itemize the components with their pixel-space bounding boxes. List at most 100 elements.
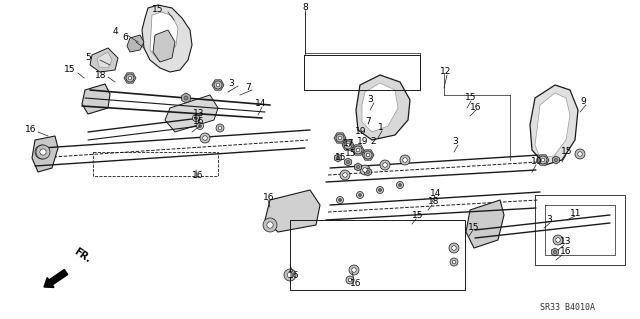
Circle shape <box>343 173 348 177</box>
Circle shape <box>39 149 45 155</box>
Text: 15: 15 <box>465 93 477 102</box>
Circle shape <box>356 165 360 169</box>
Text: 19: 19 <box>357 137 369 145</box>
Text: 16: 16 <box>193 117 205 127</box>
Circle shape <box>554 250 557 254</box>
Polygon shape <box>182 93 190 103</box>
Text: 14: 14 <box>430 189 442 197</box>
Circle shape <box>554 159 557 162</box>
Text: 1: 1 <box>378 123 384 132</box>
Circle shape <box>338 136 342 140</box>
Text: 3: 3 <box>367 95 372 105</box>
Circle shape <box>337 197 344 204</box>
Circle shape <box>380 160 390 170</box>
Polygon shape <box>344 158 351 166</box>
Polygon shape <box>142 5 192 72</box>
Circle shape <box>287 272 292 278</box>
Text: 5: 5 <box>85 53 91 62</box>
Polygon shape <box>334 133 346 143</box>
Polygon shape <box>265 190 320 232</box>
Text: FR.: FR. <box>72 247 93 265</box>
Circle shape <box>352 268 356 272</box>
Text: 10: 10 <box>531 158 543 167</box>
Text: 15: 15 <box>345 149 356 158</box>
Text: 8: 8 <box>302 4 308 12</box>
Circle shape <box>575 149 585 159</box>
Polygon shape <box>466 200 504 248</box>
Circle shape <box>452 260 456 264</box>
Circle shape <box>397 182 403 189</box>
Circle shape <box>358 194 362 197</box>
Circle shape <box>35 145 49 159</box>
Polygon shape <box>32 136 58 172</box>
Circle shape <box>216 124 224 132</box>
Polygon shape <box>342 140 354 150</box>
FancyArrow shape <box>44 270 68 287</box>
Text: 16: 16 <box>25 125 36 135</box>
Circle shape <box>366 170 370 174</box>
Polygon shape <box>82 84 110 114</box>
Text: 14: 14 <box>255 99 266 108</box>
Circle shape <box>36 145 50 159</box>
Circle shape <box>203 136 207 140</box>
Circle shape <box>360 165 370 175</box>
Text: 9: 9 <box>580 98 586 107</box>
Text: 3: 3 <box>228 78 234 87</box>
Polygon shape <box>362 150 374 160</box>
Text: 2: 2 <box>370 137 376 145</box>
Polygon shape <box>153 30 175 62</box>
Circle shape <box>216 83 220 87</box>
Polygon shape <box>165 95 218 132</box>
Circle shape <box>267 222 273 228</box>
Text: 16: 16 <box>192 170 204 180</box>
Text: 16: 16 <box>288 271 300 279</box>
Polygon shape <box>352 145 364 155</box>
Text: 15: 15 <box>335 153 346 162</box>
Circle shape <box>399 183 401 187</box>
Circle shape <box>344 141 352 149</box>
Text: 7: 7 <box>365 117 371 127</box>
Circle shape <box>378 189 381 191</box>
Text: 12: 12 <box>440 68 451 77</box>
Text: 15: 15 <box>412 211 424 220</box>
Circle shape <box>200 133 210 143</box>
Circle shape <box>184 96 188 100</box>
Text: 16: 16 <box>560 248 572 256</box>
Text: 17: 17 <box>343 139 355 149</box>
Circle shape <box>452 246 456 250</box>
Circle shape <box>284 269 296 281</box>
Circle shape <box>578 152 582 156</box>
Text: 3: 3 <box>546 216 552 225</box>
Text: 16: 16 <box>263 192 275 202</box>
Polygon shape <box>552 156 559 164</box>
Circle shape <box>348 278 352 282</box>
Circle shape <box>356 191 364 198</box>
Circle shape <box>337 156 340 160</box>
Text: 16: 16 <box>350 278 362 287</box>
Text: 18: 18 <box>95 70 106 79</box>
Polygon shape <box>552 248 559 256</box>
Polygon shape <box>365 168 371 176</box>
Circle shape <box>400 155 410 165</box>
Circle shape <box>340 170 350 180</box>
Text: 6: 6 <box>122 33 128 42</box>
Text: 15: 15 <box>468 222 479 232</box>
Polygon shape <box>124 73 136 83</box>
Circle shape <box>196 122 204 130</box>
Polygon shape <box>530 85 578 165</box>
Circle shape <box>128 76 132 80</box>
Circle shape <box>541 158 545 162</box>
Text: SR33 B4010A: SR33 B4010A <box>540 303 595 313</box>
Polygon shape <box>97 52 112 68</box>
Polygon shape <box>90 48 118 72</box>
Circle shape <box>198 124 202 128</box>
Circle shape <box>193 115 200 122</box>
Text: 13: 13 <box>193 108 205 117</box>
Circle shape <box>195 116 198 120</box>
Circle shape <box>376 187 383 194</box>
Polygon shape <box>356 75 410 140</box>
Polygon shape <box>335 154 342 162</box>
Polygon shape <box>535 93 570 158</box>
Circle shape <box>214 81 222 89</box>
Circle shape <box>339 198 342 202</box>
